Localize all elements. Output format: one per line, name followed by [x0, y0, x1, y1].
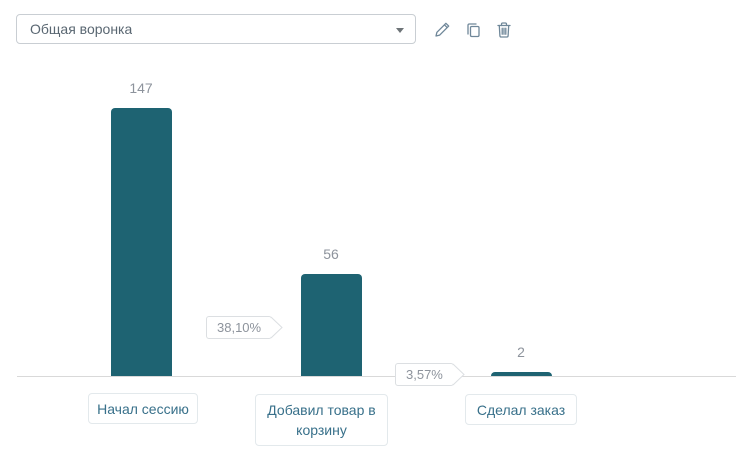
category-label: Начал сессию [88, 393, 198, 424]
selected-funnel-label: Общая воронка [30, 21, 133, 37]
bar-value-label: 2 [517, 344, 525, 360]
bar-column: 2 [426, 80, 616, 376]
copy-icon [463, 20, 483, 40]
x-axis-line [17, 376, 736, 377]
bar-value-label: 147 [129, 80, 153, 96]
funnel-chart: 147 56 2 [46, 80, 616, 376]
conversion-badge: 38,10% [206, 316, 284, 339]
delete-button[interactable] [493, 19, 515, 41]
badge-arrow-icon [452, 363, 465, 386]
bar-value-label: 56 [323, 246, 339, 262]
badge-arrow-icon [271, 316, 283, 339]
funnel-bar [490, 372, 552, 376]
category-label: Добавил товар в корзину [255, 394, 388, 446]
copy-button[interactable] [462, 19, 484, 41]
conversion-badge: 3,57% [395, 363, 466, 386]
funnel-bar [110, 108, 172, 376]
pencil-icon [432, 20, 452, 40]
bar-column: 56 [236, 80, 426, 376]
chevron-down-icon [396, 28, 404, 33]
funnel-select[interactable]: Общая воронка [16, 14, 416, 44]
bar-column: 147 [46, 80, 236, 376]
conversion-value: 38,10% [206, 316, 273, 339]
toolbar-icons [431, 19, 515, 41]
trash-icon [495, 20, 513, 40]
category-label: Сделал заказ [465, 394, 577, 425]
conversion-value: 3,57% [395, 363, 454, 386]
funnel-bar [300, 274, 362, 376]
edit-button[interactable] [431, 19, 453, 41]
